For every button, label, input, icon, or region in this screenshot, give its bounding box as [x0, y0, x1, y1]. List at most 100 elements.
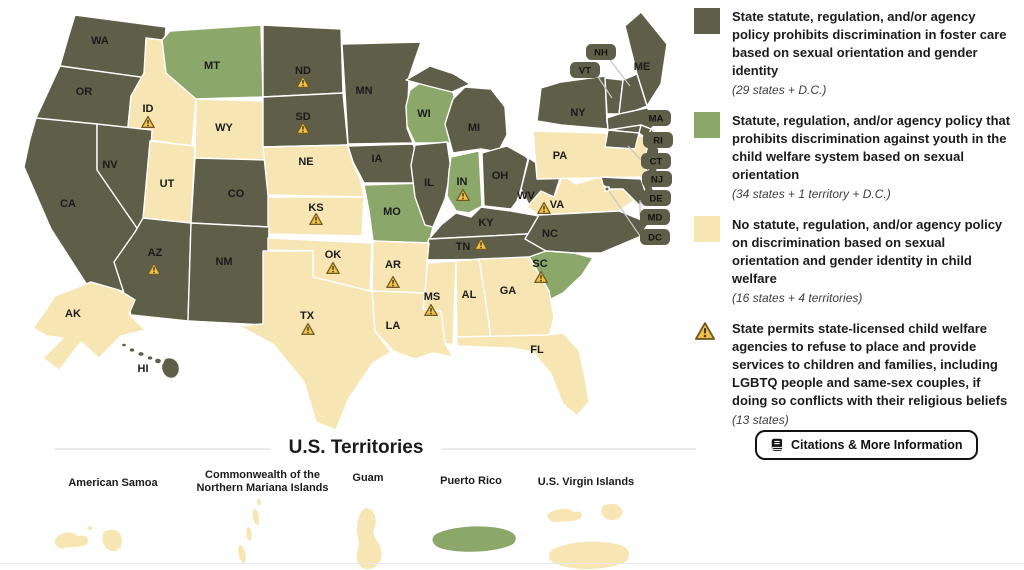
state-pill-MA[interactable]: MA — [641, 110, 671, 126]
state-label-ME: ME — [634, 61, 651, 73]
territory-label-guam: Guam — [352, 472, 384, 484]
state-label-WV: WV — [517, 190, 535, 202]
state-pill-DC[interactable]: DC — [640, 229, 670, 245]
territory-american-samoa[interactable] — [54, 526, 122, 552]
legend-count: (13 states) — [732, 413, 789, 427]
state-NM[interactable] — [187, 222, 270, 326]
svg-text:NJ: NJ — [651, 175, 663, 186]
state-label-IA: IA — [372, 153, 383, 165]
state-label-NC: NC — [542, 228, 558, 240]
state-label-NM: NM — [215, 256, 232, 268]
state-CT[interactable] — [604, 129, 640, 150]
svg-text:VT: VT — [579, 66, 591, 77]
state-label-ID: ID — [143, 103, 154, 115]
state-NE[interactable] — [262, 144, 365, 198]
state-FL[interactable] — [455, 332, 590, 417]
state-NH[interactable] — [618, 73, 648, 115]
legend-text: State permits state-licensed child welfa… — [732, 321, 1008, 408]
state-TX[interactable] — [238, 250, 392, 430]
territory-us-virgin-islands[interactable] — [547, 503, 630, 570]
legend-text: Statute, regulation, and/or agency polic… — [732, 113, 1011, 182]
legend-count: (29 states + D.C.) — [732, 83, 827, 97]
legend-count: (16 states + 4 territories) — [732, 291, 863, 305]
territory-label-cnmi: Commonwealth of the Northern Mariana Isl… — [196, 469, 329, 494]
state-label-SD: SD — [295, 111, 310, 123]
svg-text:CT: CT — [650, 157, 663, 168]
state-pill-CT[interactable]: CT — [641, 153, 671, 169]
leader-lines — [597, 59, 653, 237]
territory-cnmi[interactable] — [237, 498, 261, 564]
state-label-AK: AK — [65, 308, 81, 320]
cream-swatch — [694, 216, 720, 242]
state-label-OH: OH — [492, 170, 509, 182]
book-icon — [771, 438, 783, 451]
svg-text:NH: NH — [594, 48, 608, 59]
state-label-AL: AL — [462, 289, 477, 301]
state-label-HI: HI — [138, 363, 149, 375]
state-MN[interactable] — [341, 41, 422, 145]
state-label-OR: OR — [76, 86, 93, 98]
legend-item-religious-exemption: State permits state-licensed child welfa… — [694, 320, 1014, 428]
state-pill-MD[interactable]: MD — [640, 209, 670, 225]
state-pill-NH[interactable]: NH — [586, 44, 616, 60]
legend-item-prohibits-so: Statute, regulation, and/or agency polic… — [694, 112, 1014, 202]
state-label-MO: MO — [383, 206, 401, 218]
state-pill-VT[interactable]: VT — [570, 62, 600, 78]
state-label-MT: MT — [204, 60, 220, 72]
territories-title: U.S. Territories — [270, 437, 442, 459]
state-label-MI: MI — [468, 122, 480, 134]
legend: State statute, regulation, and/or agency… — [694, 8, 1014, 442]
territory-label-american-samoa: American Samoa — [68, 477, 158, 489]
state-HI[interactable] — [121, 343, 180, 379]
state-NC[interactable] — [524, 210, 650, 254]
legend-text: No statute, regulation, and/or agency po… — [732, 217, 1003, 286]
state-pill-DE[interactable]: DE — [641, 190, 671, 206]
state-label-VA: VA — [550, 199, 565, 211]
bottom-divider — [0, 563, 1024, 564]
legend-item-prohibits-so-gi: State statute, regulation, and/or agency… — [694, 8, 1014, 98]
svg-text:MD: MD — [648, 213, 663, 224]
state-AR[interactable] — [371, 240, 430, 294]
state-AK[interactable] — [32, 281, 146, 371]
legend-count: (34 states + 1 territory + D.C.) — [732, 187, 891, 201]
state-label-AR: AR — [385, 259, 401, 271]
state-LA[interactable] — [371, 290, 454, 360]
svg-text:DE: DE — [649, 194, 662, 205]
state-label-CA: CA — [60, 198, 76, 210]
state-DC[interactable] — [604, 186, 610, 192]
state-label-TN: TN — [456, 241, 471, 253]
state-MD[interactable] — [600, 176, 648, 206]
state-MI[interactable] — [405, 65, 508, 154]
state-label-NV: NV — [102, 159, 118, 171]
state-pill-RI[interactable]: RI — [643, 132, 673, 148]
state-labels: WA OR CA NV ID MT WY UT CO AZ NM ND SD N… — [60, 35, 650, 375]
state-label-LA: LA — [386, 320, 401, 332]
state-IL[interactable] — [410, 141, 452, 228]
state-pill-NJ[interactable]: NJ — [642, 171, 672, 187]
state-IN[interactable] — [446, 150, 483, 214]
territory-puerto-rico[interactable] — [432, 526, 516, 552]
territory-guam[interactable] — [356, 508, 382, 570]
state-label-PA: PA — [553, 150, 568, 162]
state-ME[interactable] — [624, 11, 668, 107]
state-label-IN: IN — [457, 176, 468, 188]
state-label-TX: TX — [300, 310, 315, 322]
legend-text: State statute, regulation, and/or agency… — [732, 9, 1007, 78]
svg-text:RI: RI — [653, 136, 663, 147]
citations-button-label: Citations & More Information — [791, 438, 963, 452]
state-label-NE: NE — [298, 156, 313, 168]
dark-olive-swatch — [694, 8, 720, 34]
state-label-UT: UT — [160, 178, 175, 190]
legend-item-no-policy: No statute, regulation, and/or agency po… — [694, 216, 1014, 306]
svg-text:MA: MA — [649, 114, 664, 125]
state-label-WA: WA — [91, 35, 109, 47]
state-label-CO: CO — [228, 188, 245, 200]
state-label-SC: SC — [532, 258, 547, 270]
state-label-OK: OK — [325, 249, 342, 261]
state-label-WY: WY — [215, 122, 233, 134]
citations-button[interactable]: Citations & More Information — [755, 430, 978, 460]
warning-triangle-icon — [694, 320, 720, 428]
svg-text:DC: DC — [648, 233, 662, 244]
state-label-NY: NY — [570, 107, 586, 119]
state-label-WI: WI — [417, 108, 430, 120]
